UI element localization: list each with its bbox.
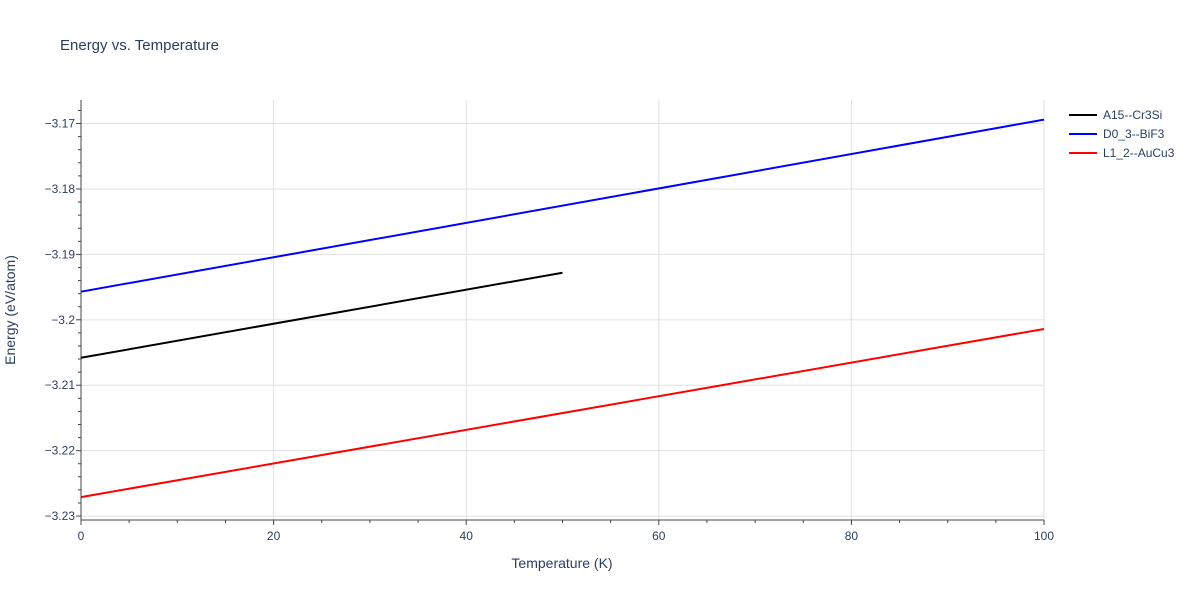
chart-title: Energy vs. Temperature — [60, 37, 219, 54]
legend-item-L1_2--AuCu3[interactable]: L1_2--AuCu3 — [1069, 146, 1175, 160]
grid — [81, 100, 1045, 520]
legend-label: L1_2--AuCu3 — [1103, 146, 1175, 160]
y-axis-title: Energy (eV/atom) — [2, 255, 18, 365]
y-tick-label: −3.22 — [45, 444, 76, 458]
y-tick-label: −3.18 — [45, 182, 76, 196]
legend-label: A15--Cr3Si — [1103, 108, 1162, 122]
series-line-L1_2--AuCu3[interactable] — [80, 327, 1045, 499]
x-tick-label: 20 — [267, 529, 281, 543]
series-layer — [80, 118, 1045, 499]
legend-item-D0_3--BiF3[interactable]: D0_3--BiF3 — [1069, 127, 1165, 141]
legend-item-A15--Cr3Si[interactable]: A15--Cr3Si — [1069, 108, 1162, 122]
x-tick-label: 0 — [78, 529, 85, 543]
x-tick-label: 40 — [460, 529, 474, 543]
x-tick-label: 60 — [652, 529, 666, 543]
y-tick-label: −3.19 — [45, 247, 76, 261]
y-tick-label: −3.23 — [45, 509, 76, 523]
x-axis-title: Temperature (K) — [511, 555, 612, 571]
series-line-D0_3--BiF3[interactable] — [80, 118, 1045, 293]
series-line-A15--Cr3Si[interactable] — [80, 271, 563, 359]
x-tick-label: 100 — [1034, 529, 1054, 543]
y-tick-label: −3.21 — [45, 378, 76, 392]
legend-label: D0_3--BiF3 — [1103, 127, 1165, 141]
axes — [76, 100, 1045, 525]
y-tick-label: −3.17 — [45, 117, 76, 131]
tick-labels: 0 20 40 60 80 100 −3.23 −3.22 −3.21 −3.2 −3.19 −3.1… — [45, 117, 1055, 543]
x-tick-label: 80 — [845, 529, 859, 543]
y-tick-label: −3.2 — [51, 313, 75, 327]
legend[interactable]: A15--Cr3Si D0_3--BiF3 L1_2--AuCu3 — [1069, 108, 1175, 160]
